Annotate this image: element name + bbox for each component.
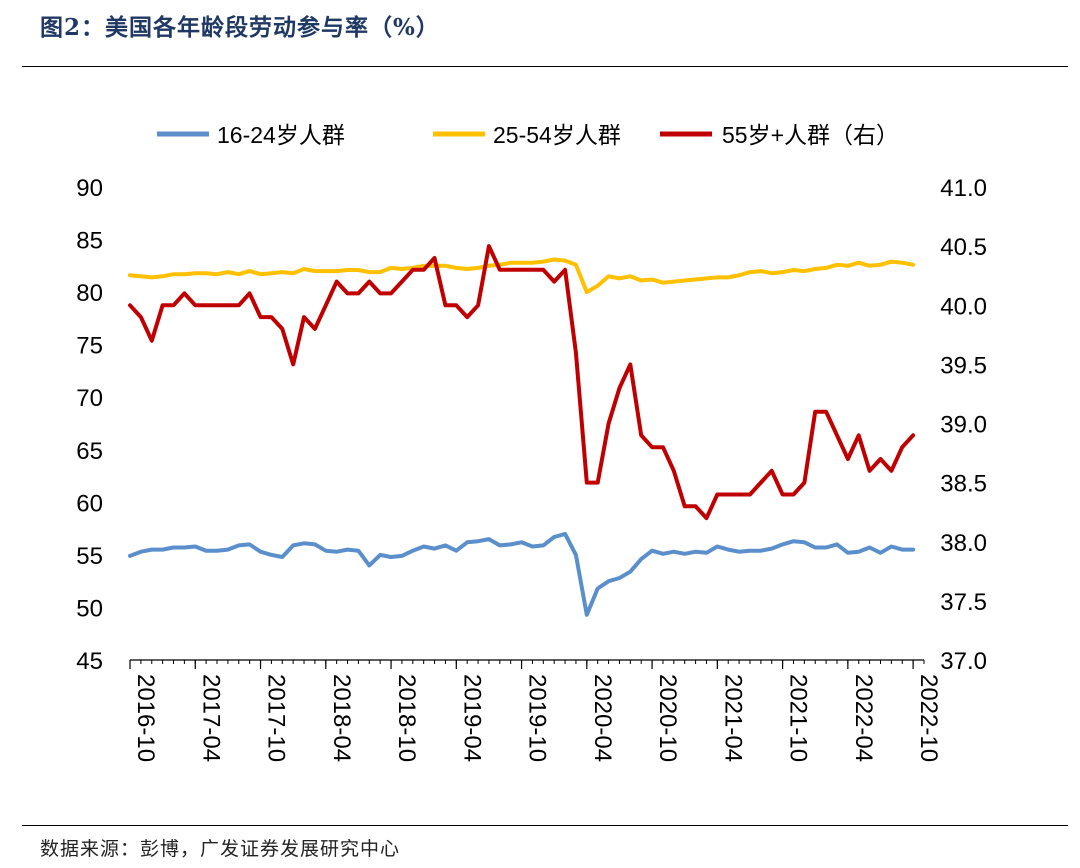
top-divider <box>22 66 1068 67</box>
y-right-tick-label: 37.5 <box>940 589 987 616</box>
x-tick-label: 2022-10 <box>915 674 942 762</box>
data-source-note: 数据来源：彭博，广发证券发展研究中心 <box>40 838 401 860</box>
x-tick-label: 2020-10 <box>654 674 681 762</box>
series-line-1 <box>128 531 916 617</box>
series-line-2 <box>128 257 916 295</box>
y-right-tick-label: 40.5 <box>940 234 987 261</box>
y-left-tick-label: 50 <box>76 595 103 622</box>
legend-label-1: 16-24岁人群 <box>217 122 345 148</box>
y-left-tick-label: 60 <box>76 490 103 517</box>
legend-label-3: 55岁+人群（右） <box>722 122 899 148</box>
x-tick-label: 2019-10 <box>524 674 551 762</box>
x-tick-label: 2017-04 <box>197 674 224 762</box>
y-left-tick-label: 55 <box>76 543 103 570</box>
y-left-tick-label: 90 <box>76 175 103 202</box>
x-tick-label: 2022-04 <box>850 674 877 762</box>
y-left-tick-label: 70 <box>76 385 103 412</box>
y-right-tick-label: 39.0 <box>940 412 987 439</box>
y-right-tick-label: 38.0 <box>940 530 987 557</box>
y-left-tick-label: 45 <box>76 648 103 675</box>
x-tick-label: 2018-10 <box>393 674 420 762</box>
legend-label-2: 25-54岁人群 <box>493 122 621 148</box>
y-right-tick-label: 39.5 <box>940 352 987 379</box>
chart-title: 图2：美国各年龄段劳动参与率（%） <box>40 14 440 41</box>
y-right-tick-label: 38.5 <box>940 471 987 498</box>
y-left-tick-label: 75 <box>76 333 103 360</box>
x-tick-label: 2016-10 <box>132 674 159 762</box>
x-tick-label: 2021-04 <box>719 674 746 762</box>
x-tick-label: 2020-04 <box>589 674 616 762</box>
y-left-tick-label: 80 <box>76 280 103 307</box>
series-line-3 <box>128 244 916 521</box>
x-tick-label: 2019-04 <box>458 674 485 762</box>
y-right-tick-label: 37.0 <box>940 648 987 675</box>
y-left-tick-label: 65 <box>76 438 103 465</box>
y-right-tick-label: 40.0 <box>940 293 987 320</box>
x-tick-label: 2017-10 <box>263 674 290 762</box>
x-tick-label: 2021-10 <box>785 674 812 762</box>
x-tick-label: 2018-04 <box>328 674 355 762</box>
y-right-tick-label: 41.0 <box>940 175 987 202</box>
y-left-tick-label: 85 <box>76 228 103 255</box>
bottom-divider <box>22 825 1068 826</box>
